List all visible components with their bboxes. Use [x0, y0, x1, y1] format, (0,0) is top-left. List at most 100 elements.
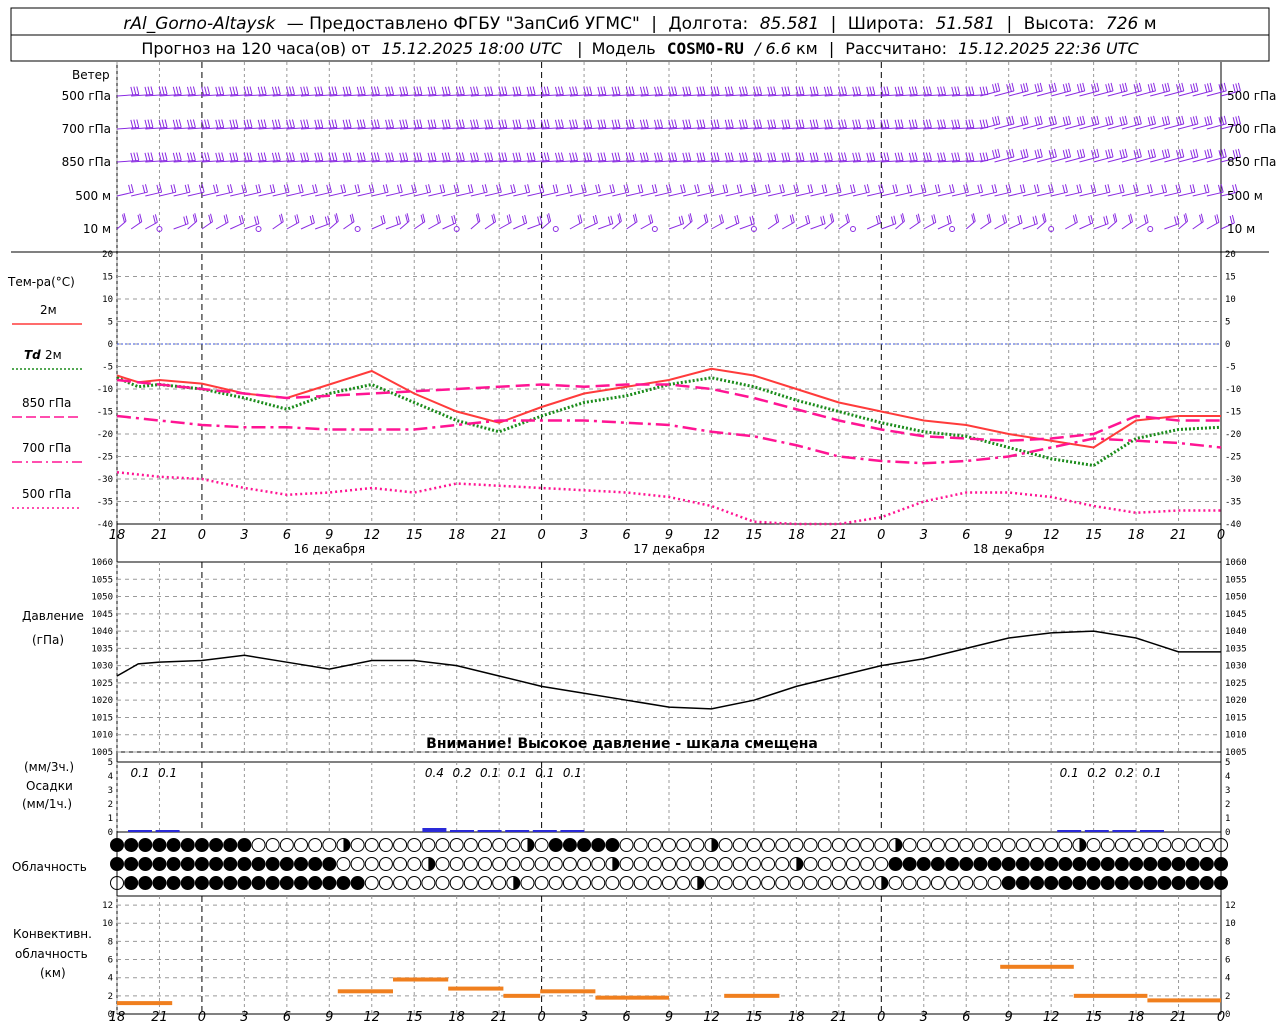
wind-barb-feather	[1005, 184, 1009, 193]
cloud-cover-icon	[534, 876, 549, 890]
cloud-circle	[619, 876, 634, 890]
wind-barb-feather	[852, 184, 856, 193]
wind-barb-icon	[937, 191, 955, 197]
wind-barb-feather	[260, 152, 264, 161]
wind-barb-icon	[555, 191, 573, 197]
wind-barb-feather	[579, 214, 583, 223]
header-line-1: rAl_Gorno-Altaysk — Предоставлено ФГБУ "…	[123, 14, 1156, 34]
wind-barb-icon	[980, 123, 1000, 130]
cloud-cover-icon	[888, 838, 903, 852]
cloud-circle	[1114, 838, 1129, 852]
cloud-cover-icon	[308, 876, 323, 890]
cloud-cover-icon	[336, 876, 351, 890]
wind-barb-icon	[1164, 123, 1184, 130]
wind-barb-feather	[702, 119, 706, 128]
cloud-cover-icon	[1072, 838, 1087, 852]
wind-barb-feather	[376, 119, 380, 128]
wind-barb-feather	[741, 119, 745, 128]
wind-barb-feather	[566, 184, 570, 193]
header-line-2: Прогноз на 120 часа(ов) от 15.12.2025 18…	[141, 39, 1139, 58]
wind-barb-icon	[753, 93, 776, 97]
cloud-circle	[209, 838, 224, 852]
wind-barb-feather	[858, 119, 862, 128]
cloud-circle	[421, 876, 436, 890]
wind-barb-icon	[683, 126, 705, 130]
wind-barb-feather	[223, 215, 227, 224]
wind-barb-icon	[541, 159, 564, 163]
wind-barb-feather	[592, 215, 596, 225]
wind-barb-icon	[569, 126, 592, 130]
wind-barb-icon	[131, 191, 148, 197]
wind-barb-icon	[966, 191, 983, 197]
wind-barb-feather	[886, 86, 890, 95]
wind-barb-icon	[272, 126, 295, 130]
wind-barb-feather	[320, 152, 324, 161]
precip-amount-9: 0.2	[1087, 766, 1106, 780]
wind-barb-feather	[1019, 184, 1023, 193]
wind-level-right-3: 500 м	[1227, 189, 1263, 203]
wind-barb-feather	[526, 119, 530, 129]
wind-barb-feather	[498, 86, 502, 96]
wind-barb-icon	[470, 93, 493, 97]
wind-barb-feather	[144, 184, 148, 193]
wind-barb-feather	[1065, 83, 1069, 92]
wind-barb-feather	[218, 119, 222, 128]
wind-barb-icon	[1036, 90, 1057, 97]
precip-ytick-right: 1	[1225, 814, 1230, 824]
temp-ytick-right: -40	[1225, 520, 1241, 530]
wind-barb-feather	[721, 214, 724, 223]
wind-barb-icon	[937, 126, 960, 130]
wind-barb-icon	[725, 93, 748, 97]
wind-barb-feather	[795, 152, 799, 162]
wind-barb-feather	[504, 119, 508, 128]
cloud-cover-icon	[124, 838, 139, 852]
cloud-cover-icon	[888, 876, 903, 890]
wind-barb-feather	[1143, 215, 1147, 224]
cloud-cover-icon	[180, 857, 195, 871]
cloud-circle	[378, 876, 393, 890]
wind-barb-icon	[683, 191, 700, 197]
wind-barb-feather	[631, 152, 635, 161]
cloud-circle	[605, 876, 620, 890]
wind-barb-feather	[391, 119, 395, 128]
wind-barb-feather	[152, 215, 156, 224]
wind-barb-icon	[1107, 90, 1128, 97]
cloud-cover-icon	[237, 857, 252, 871]
wind-barb-feather	[951, 86, 955, 96]
wind-barb-icon	[159, 93, 182, 97]
wind-barb-feather	[208, 214, 212, 224]
hour-label-bottom-16: 18	[788, 1010, 805, 1024]
wind-barb-icon	[810, 191, 827, 197]
cloud-circle	[1157, 838, 1172, 852]
cloud-cover-icon	[945, 838, 960, 852]
wind-barb-icon	[909, 159, 932, 163]
wind-barb-feather	[569, 119, 573, 129]
wind-barb-icon	[640, 159, 663, 163]
wind-barb-feather	[1048, 84, 1052, 93]
wind-barb-feather	[506, 215, 510, 224]
wind-barb-feather	[1174, 216, 1178, 225]
wind-barb-feather	[458, 119, 462, 128]
cloud-cover-icon	[1072, 857, 1087, 871]
wind-barb-icon	[1150, 123, 1170, 130]
wind-barb-feather	[555, 184, 559, 193]
wind-barb-icon	[753, 159, 776, 163]
wind-barb-feather	[895, 184, 899, 193]
wind-barb-feather	[402, 152, 406, 161]
wind-barb-feather	[1235, 83, 1239, 92]
pressure-ytick: 1030	[91, 662, 113, 672]
wind-barb-feather	[934, 184, 938, 193]
pressure-ytick: 1055	[91, 575, 113, 585]
wind-barb-feather	[569, 86, 573, 96]
wind-barb-icon	[527, 93, 550, 97]
wind-barb-feather	[640, 184, 644, 193]
wind-barb-feather	[611, 86, 615, 96]
wind-barb-feather	[470, 152, 474, 162]
wind-barb-feather	[156, 184, 160, 193]
wind-barb-feather	[954, 86, 958, 95]
wind-barb-feather	[1130, 213, 1133, 222]
wind-barb-feather	[770, 119, 774, 128]
wind-barb-feather	[356, 119, 360, 129]
wind-barb-feather	[985, 152, 989, 161]
convective-ytick-right: 10	[1225, 919, 1236, 929]
